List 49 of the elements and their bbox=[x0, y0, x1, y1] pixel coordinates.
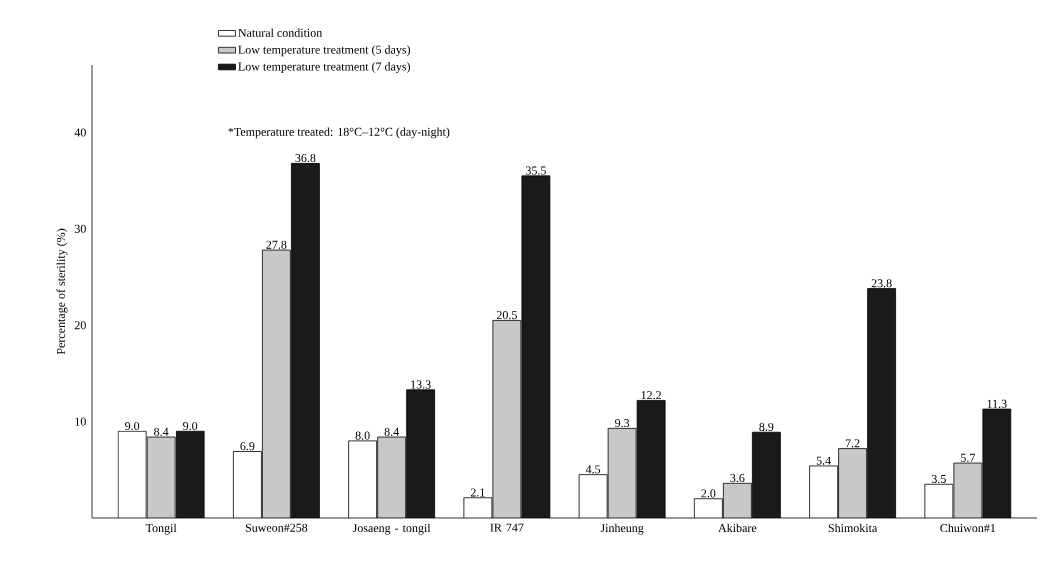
x-tick-label: Josaeng - tongil bbox=[352, 523, 431, 535]
data-label: 23.8 bbox=[871, 279, 892, 288]
bar bbox=[147, 437, 176, 518]
data-label: 4.5 bbox=[585, 465, 601, 474]
data-label: 36.8 bbox=[295, 153, 316, 163]
data-label: 8.0 bbox=[355, 431, 370, 440]
data-label: 9.3 bbox=[615, 419, 630, 428]
x-tick-label: IR 747 bbox=[490, 523, 524, 532]
x-tick-label: Akibare bbox=[718, 523, 757, 533]
legend-label: Natural condition bbox=[238, 28, 323, 37]
data-label: 20.5 bbox=[496, 311, 517, 320]
legend-label: Low temperature treatment (7 days) bbox=[238, 62, 411, 73]
x-tick-label: Chuiwon#1 bbox=[940, 523, 996, 533]
x-tick-label: Shimokita bbox=[828, 523, 878, 533]
data-label: 11.3 bbox=[987, 399, 1007, 408]
data-label: 3.6 bbox=[730, 473, 745, 483]
data-label: 27.8 bbox=[266, 240, 287, 249]
data-label: 2.1 bbox=[470, 488, 485, 497]
bar bbox=[608, 428, 637, 518]
data-label: 7.2 bbox=[845, 439, 860, 448]
x-tick-label: Suweon#258 bbox=[245, 523, 308, 532]
data-label: 2.0 bbox=[701, 489, 716, 498]
data-label: 12.2 bbox=[641, 391, 661, 400]
bar bbox=[262, 250, 291, 518]
legend-label: Low temperature treatment (5 days) bbox=[238, 45, 411, 57]
data-label: 8.4 bbox=[384, 427, 399, 436]
bar bbox=[838, 448, 867, 518]
x-tick-label: Tongil bbox=[145, 523, 177, 535]
data-label: 9.0 bbox=[125, 421, 140, 431]
data-label: 13.3 bbox=[411, 380, 431, 389]
y-tick-label: 20 bbox=[74, 321, 86, 330]
x-tick-label: Jinheung bbox=[600, 523, 644, 535]
y-tick-label: 10 bbox=[75, 417, 86, 426]
bar bbox=[377, 437, 406, 518]
data-label: 8.4 bbox=[154, 427, 169, 436]
y-axis-title: Percentage of sterility (%) bbox=[56, 228, 68, 355]
y-tick-label: 40 bbox=[74, 128, 86, 137]
data-label: 6.9 bbox=[240, 442, 255, 451]
data-label: 3.5 bbox=[931, 474, 946, 484]
data-label: 8.9 bbox=[759, 422, 774, 432]
bar bbox=[953, 462, 983, 518]
data-label: 5.7 bbox=[961, 453, 976, 462]
annotation: *Temperature treated: 18°C–12°C (day-night) bbox=[228, 127, 450, 139]
bar bbox=[723, 483, 752, 518]
bar bbox=[492, 320, 521, 518]
data-label: 35.5 bbox=[525, 166, 546, 175]
y-tick-label: 30 bbox=[74, 224, 86, 233]
data-label: 9.0 bbox=[183, 421, 198, 431]
data-label: 5.4 bbox=[816, 456, 831, 465]
